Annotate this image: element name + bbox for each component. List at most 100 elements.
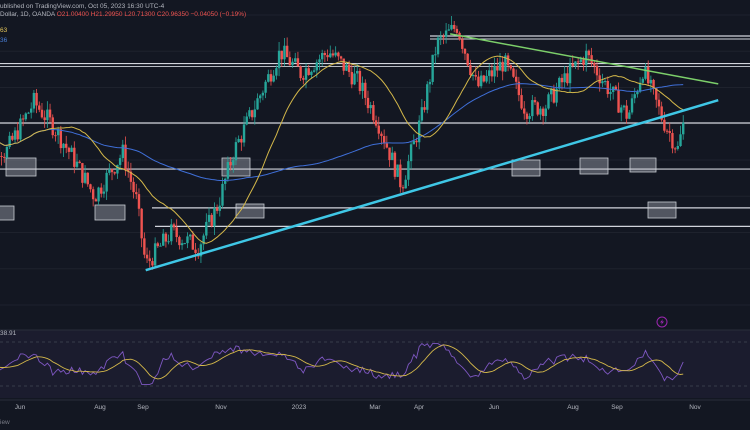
candle-body [496,65,499,71]
footer-text: iew [0,419,10,426]
candle-body [124,144,127,170]
candle-body [280,50,283,60]
candle-body [485,75,488,82]
candle-body [105,172,108,192]
candle-body [628,112,631,119]
candle-body [229,162,232,166]
support-resistance-zone [94,204,126,221]
candle-body [320,52,324,60]
candle-body [655,88,658,100]
candle-body [159,245,162,247]
candle-body [452,24,456,29]
candle-body [401,187,405,189]
candle-body [275,68,278,76]
candle-body [471,74,475,76]
x-tick-label: Sep [611,404,623,411]
candle-body [377,125,380,134]
candle-body [188,234,192,237]
x-tick-label: Nov [215,404,227,411]
candle-body [78,161,81,164]
candle-body [102,191,106,194]
candle-body [172,224,176,228]
candle-body [226,162,230,179]
candle-body [89,184,92,190]
candle-body [417,120,421,143]
candle-body [218,205,221,211]
candle-body [248,110,251,117]
candle-body [474,74,477,77]
candle-body [3,156,6,158]
candle-body [153,243,157,266]
candle-body [514,76,518,82]
candle-body [498,61,502,71]
horizontal-levels [0,35,750,227]
candle-body [358,70,362,91]
candle-body [560,77,564,83]
candle-body [318,59,321,63]
candle-body [603,80,607,82]
downtrend-line[interactable] [450,33,719,85]
candle-body [302,78,305,80]
uptrend-line[interactable] [145,98,719,272]
candle-body [175,227,178,238]
x-axis: Jun Aug Sep Nov 2023 Mar Apr Jun Aug Sep Nov [0,399,750,411]
support-resistance-zone [511,159,541,177]
x-tick-label: Jun [15,404,26,411]
candle-body [100,187,103,194]
candle-body [259,95,262,99]
candle-body [250,110,254,118]
candle-body [544,108,548,117]
candle-body [442,36,445,38]
candle-body [509,65,512,69]
candle-body [649,79,653,84]
candle-body [671,133,674,149]
candle-body [312,70,316,72]
rsi-value: 38.91 [0,330,17,337]
candle-body [679,134,682,147]
candle-body [207,214,211,222]
candle-body [372,105,375,121]
candle-body [447,29,451,31]
candle-body [167,241,170,243]
candle-body [364,82,367,98]
candle-body [536,102,539,115]
candle-body [35,92,38,106]
candle-body [215,207,219,211]
candle-body [178,237,181,246]
candle-body [444,30,448,37]
candle-body [116,164,119,174]
candle-body [48,109,52,118]
candle-body [137,194,141,209]
candle-body [304,68,308,80]
candle-body [32,92,36,109]
candle-body [461,39,464,49]
candle-body [170,224,173,242]
candle-body [420,107,424,121]
candle-body [54,135,57,137]
candle-body [488,70,491,76]
candle-body [369,105,372,109]
candle-body [644,66,647,79]
candle-body [121,144,124,159]
candle-body [455,28,459,33]
candle-body [342,58,345,71]
candle-body [353,73,356,85]
lightning-icon[interactable] [656,316,668,328]
candle-body [191,234,195,250]
candle-body [490,70,494,77]
candle-body [512,68,515,77]
candle-body [339,56,343,59]
x-tick-label: Apr [414,404,425,411]
candle-body [409,144,413,162]
candle-body [110,169,114,173]
candle-body [38,105,41,110]
candle-body [412,140,415,145]
symbol-label[interactable]: Dollar, 1D, OANDA [0,11,55,18]
candle-body [199,244,203,257]
candle-body [388,147,391,161]
x-tick-label: Mar [369,404,381,411]
candle-body [404,179,407,189]
candle-body [620,107,623,113]
candle-body [587,50,591,56]
